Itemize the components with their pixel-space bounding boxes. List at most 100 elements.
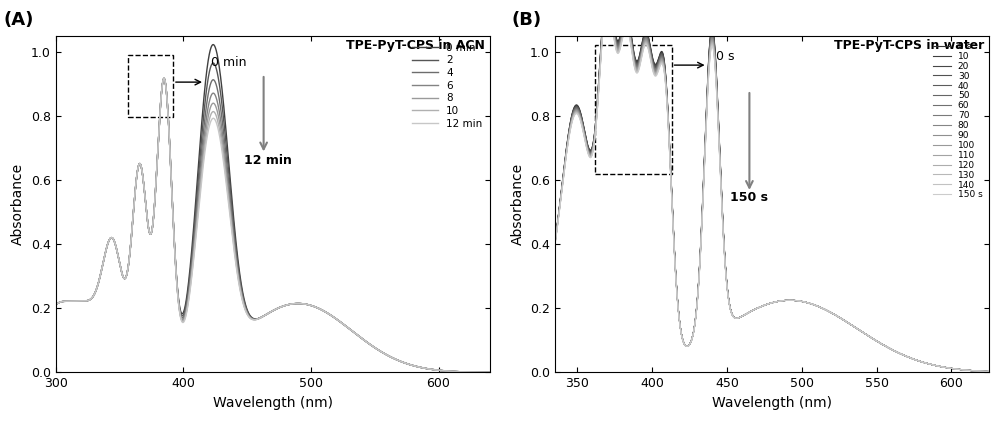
80 — [549, 242, 561, 247]
8 — [72, 298, 84, 304]
140 — [971, 368, 983, 373]
Bar — [595, 45, 672, 173]
Line: 0 s: 0 s — [555, 0, 989, 372]
150 s — [970, 368, 982, 373]
110 — [749, 307, 761, 312]
80 — [891, 349, 903, 354]
10 — [471, 370, 483, 375]
10 — [261, 312, 273, 317]
6 — [392, 357, 404, 362]
4 — [484, 370, 496, 375]
80 — [971, 368, 983, 373]
0 s — [571, 102, 583, 107]
130 — [571, 110, 583, 115]
150 s — [760, 302, 772, 307]
4 — [471, 370, 483, 375]
30 — [749, 307, 761, 312]
Line: 110: 110 — [555, 0, 989, 372]
8 — [261, 312, 273, 317]
0 min — [471, 370, 483, 375]
Line: 6: 6 — [56, 78, 490, 372]
30 — [891, 349, 903, 354]
4 — [261, 312, 273, 317]
30 — [571, 104, 583, 109]
80 — [571, 107, 583, 112]
4 — [72, 298, 84, 304]
6 — [471, 370, 483, 375]
40 — [571, 105, 583, 110]
90 — [983, 369, 995, 374]
0 s — [891, 349, 903, 354]
0 min — [471, 370, 483, 375]
120 — [983, 369, 995, 374]
4 — [158, 76, 170, 81]
140 — [549, 243, 561, 248]
120 — [891, 349, 903, 354]
110 — [891, 349, 903, 354]
10 — [971, 368, 983, 373]
Line: 8: 8 — [56, 79, 490, 372]
6 — [471, 370, 483, 375]
90 — [970, 368, 982, 373]
4 — [471, 370, 483, 375]
110 — [971, 368, 983, 373]
10 — [891, 349, 903, 354]
8 — [471, 370, 483, 375]
Line: 10: 10 — [56, 79, 490, 372]
100 — [760, 302, 772, 307]
2 — [50, 302, 62, 307]
150 s — [601, 0, 613, 3]
80 — [760, 302, 772, 307]
Text: (B): (B) — [511, 11, 542, 29]
10 — [50, 302, 62, 307]
50 — [549, 241, 561, 246]
10 — [72, 298, 84, 304]
Line: 10: 10 — [555, 0, 989, 372]
10 — [484, 370, 496, 375]
20 — [983, 369, 995, 374]
60 — [983, 369, 995, 374]
120 — [571, 109, 583, 115]
0 s — [970, 368, 982, 373]
0 min — [72, 298, 84, 304]
130 — [549, 242, 561, 248]
130 — [760, 302, 772, 307]
8 — [249, 317, 261, 322]
Legend: 0 s, 10, 20, 30, 40, 50, 60, 70, 80, 90, 100, 110, 120, 130, 140, 150 s: 0 s, 10, 20, 30, 40, 50, 60, 70, 80, 90,… — [929, 38, 986, 203]
10 — [471, 370, 483, 375]
40 — [749, 307, 761, 312]
10 — [249, 317, 261, 322]
0 min — [484, 370, 496, 375]
100 — [571, 108, 583, 113]
50 — [571, 105, 583, 110]
Line: 30: 30 — [555, 0, 989, 372]
100 — [549, 242, 561, 247]
Legend: 0 min, 2, 4, 6, 8, 10, 12 min: 0 min, 2, 4, 6, 8, 10, 12 min — [408, 39, 486, 133]
20 — [891, 349, 903, 354]
X-axis label: Wavelength (nm): Wavelength (nm) — [712, 396, 832, 410]
120 — [549, 242, 561, 248]
70 — [760, 302, 772, 307]
140 — [571, 111, 583, 116]
150 s — [971, 368, 983, 373]
130 — [891, 349, 903, 354]
30 — [970, 368, 982, 373]
20 — [571, 104, 583, 109]
70 — [891, 349, 903, 354]
130 — [749, 307, 761, 312]
10 — [392, 357, 404, 362]
Text: TPE-PyT-CPS in ACN: TPE-PyT-CPS in ACN — [346, 39, 485, 52]
110 — [549, 242, 561, 247]
110 — [571, 109, 583, 114]
0 min — [392, 357, 404, 362]
8 — [392, 357, 404, 362]
140 — [891, 349, 903, 354]
50 — [971, 368, 983, 373]
12 min — [249, 317, 261, 322]
90 — [749, 307, 761, 312]
6 — [249, 317, 261, 322]
100 — [983, 369, 995, 374]
150 s — [571, 111, 583, 116]
12 min — [261, 312, 273, 317]
70 — [549, 242, 561, 247]
